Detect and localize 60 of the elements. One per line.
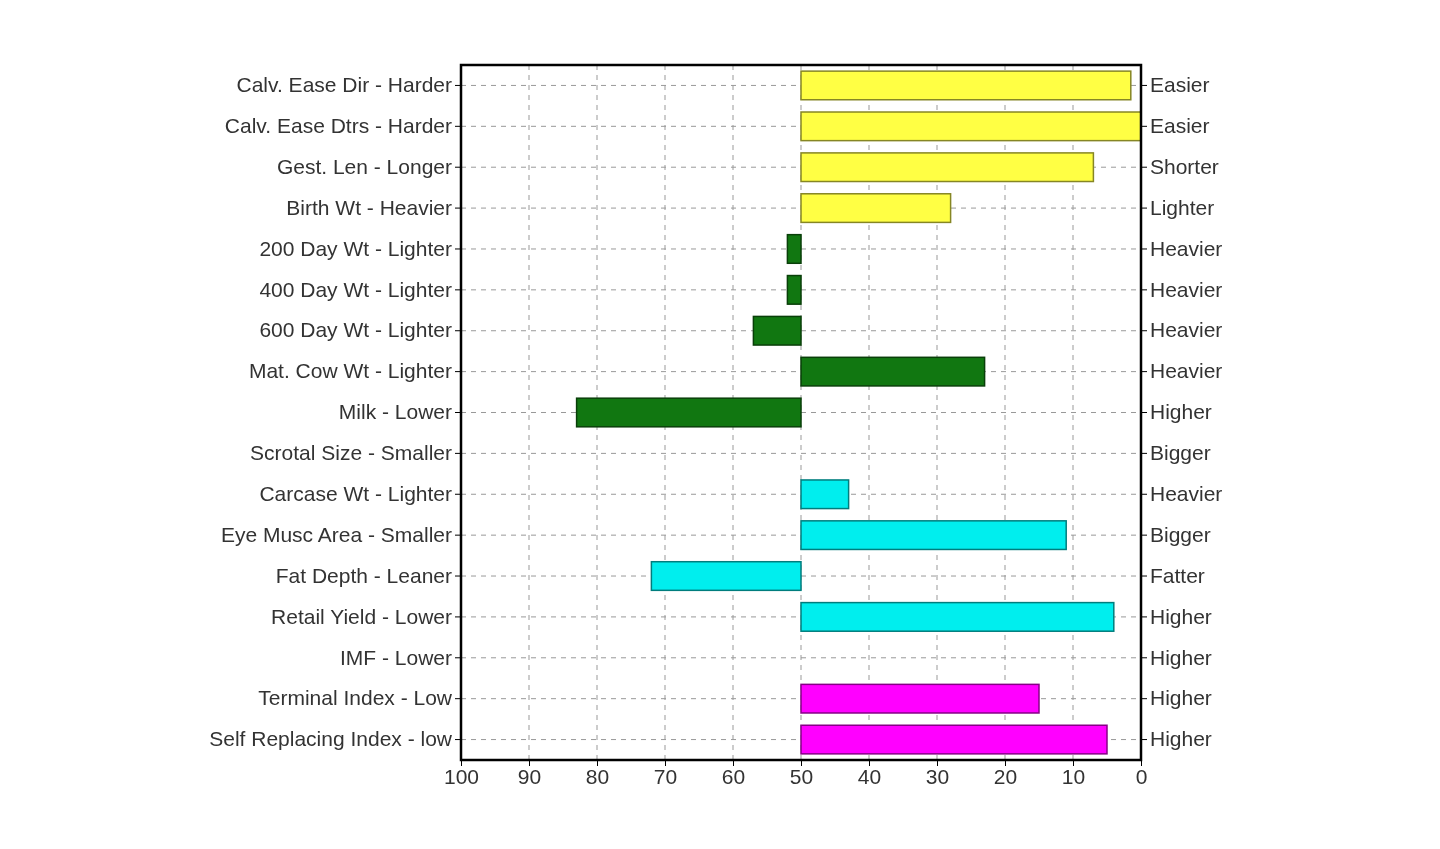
x-tick-label: 80 bbox=[585, 764, 610, 788]
bar bbox=[800, 356, 986, 387]
y2-tick-label: Heavier bbox=[1150, 481, 1223, 505]
y2-tick-label: Easier bbox=[1150, 114, 1210, 138]
y2-tick-label: Higher bbox=[1150, 400, 1212, 424]
y2-tick-label: Bigger bbox=[1150, 522, 1211, 546]
y-tick-label: 200 Day Wt - Lighter bbox=[259, 236, 452, 260]
bar bbox=[800, 111, 1142, 142]
y2-tick-label: Easier bbox=[1150, 73, 1210, 97]
y2-tick-label: Heavier bbox=[1150, 318, 1223, 342]
bar bbox=[800, 70, 1132, 101]
y2-tick-label: Fatter bbox=[1150, 563, 1205, 587]
y-tick-label: Eye Musc Area - Smaller bbox=[220, 522, 452, 546]
x-tick-label: 30 bbox=[925, 764, 950, 788]
y2-tick-label: Bigger bbox=[1150, 441, 1211, 465]
bar bbox=[800, 520, 1067, 551]
y-tick-label: Milk - Lower bbox=[338, 400, 452, 424]
y-tick-label: Self Replacing Index - low bbox=[209, 727, 453, 751]
y-tick-label: 400 Day Wt - Lighter bbox=[259, 277, 452, 301]
y-tick-label: Carcase Wt - Lighter bbox=[259, 481, 452, 505]
y2-tick-label: Heavier bbox=[1150, 236, 1223, 260]
bar bbox=[800, 601, 1115, 632]
y-tick-label: Calv. Ease Dir - Harder bbox=[236, 73, 452, 97]
bar bbox=[650, 560, 802, 592]
x-tick-label: 70 bbox=[653, 764, 678, 788]
y2-tick-label: Heavier bbox=[1150, 277, 1223, 301]
bar bbox=[786, 233, 802, 265]
y2-tick-label: Higher bbox=[1150, 727, 1212, 751]
y2-tick-label: Higher bbox=[1150, 686, 1212, 710]
bar bbox=[575, 397, 802, 428]
bar bbox=[800, 724, 1108, 755]
y2-tick-label: Shorter bbox=[1150, 154, 1219, 178]
y-tick-label: Fat Depth - Leaner bbox=[275, 563, 453, 587]
x-tick-label: 100 bbox=[443, 764, 480, 788]
x-tick-label: 60 bbox=[721, 764, 746, 788]
y-tick-label: Birth Wt - Heavier bbox=[286, 195, 452, 219]
y-tick-label: IMF - Lower bbox=[339, 645, 452, 669]
x-tick-label: 10 bbox=[1061, 764, 1086, 788]
x-tick-label: 0 bbox=[1135, 764, 1148, 788]
bar bbox=[800, 193, 952, 224]
bar bbox=[800, 683, 1040, 714]
y2-tick-label: Higher bbox=[1150, 645, 1212, 669]
y2-tick-label: Higher bbox=[1150, 604, 1212, 628]
y-tick-label: Retail Yield - Lower bbox=[271, 604, 452, 628]
x-tick-label: 90 bbox=[517, 764, 542, 788]
x-tick-label: 20 bbox=[993, 764, 1018, 788]
x-tick-label: 40 bbox=[857, 764, 882, 788]
y2-tick-label: Lighter bbox=[1150, 195, 1215, 219]
y-tick-label: Gest. Len - Longer bbox=[276, 154, 452, 178]
bar bbox=[800, 479, 850, 510]
y-tick-label: Scrotal Size - Smaller bbox=[250, 441, 453, 465]
bar bbox=[786, 274, 802, 305]
y2-tick-label: Heavier bbox=[1150, 359, 1223, 383]
bar bbox=[800, 152, 1095, 183]
y-tick-label: 600 Day Wt - Lighter bbox=[259, 318, 452, 342]
y-tick-label: Mat. Cow Wt - Lighter bbox=[248, 359, 452, 383]
y-tick-label: Calv. Ease Dtrs - Harder bbox=[224, 114, 452, 138]
bar bbox=[752, 315, 802, 346]
y-tick-label: Terminal Index - Low bbox=[258, 686, 453, 710]
x-tick-label: 50 bbox=[789, 764, 814, 788]
